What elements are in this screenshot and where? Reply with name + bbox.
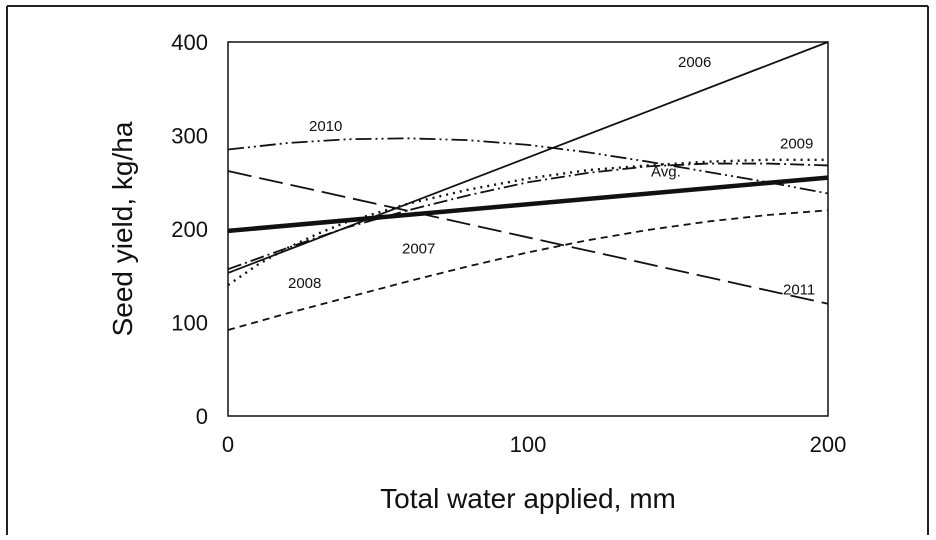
series-label-2010: 2010 xyxy=(309,118,342,135)
series-label-2006: 2006 xyxy=(678,54,711,71)
series-label-2011: 2011 xyxy=(783,281,815,298)
series-label-layer: 2006 2007 2008 2009 2010 2011 Avg. xyxy=(288,54,815,298)
series-line-2007 xyxy=(227,209,829,331)
y-tick-label: 100 xyxy=(171,311,208,336)
series-line-avg xyxy=(227,175,829,234)
y-tick-labels: 0 100 200 300 400 xyxy=(171,30,208,429)
y-tick-label: 200 xyxy=(171,217,208,242)
y-tick-label: 0 xyxy=(196,404,208,429)
x-axis-title: Total water applied, mm xyxy=(380,483,676,514)
series-line-2011 xyxy=(227,170,829,305)
x-tick-label: 0 xyxy=(222,432,234,457)
series-line-2009 xyxy=(227,162,829,271)
y-tick-label: 400 xyxy=(171,30,208,55)
series-label-avg: Avg. xyxy=(651,164,681,181)
y-axis-title: Seed yield, kg/ha xyxy=(107,121,138,336)
x-tick-label: 100 xyxy=(510,432,547,457)
x-tick-labels: 0 100 200 xyxy=(222,432,846,457)
x-tick-label: 200 xyxy=(810,432,847,457)
series-label-2009: 2009 xyxy=(780,136,813,153)
plot-area xyxy=(227,41,829,417)
series-label-2008: 2008 xyxy=(288,275,321,292)
series-label-2007: 2007 xyxy=(402,240,435,257)
series-line-2010 xyxy=(227,137,829,195)
series-layer xyxy=(227,41,829,331)
y-tick-label: 300 xyxy=(171,124,208,149)
series-line-2008 xyxy=(227,158,828,287)
